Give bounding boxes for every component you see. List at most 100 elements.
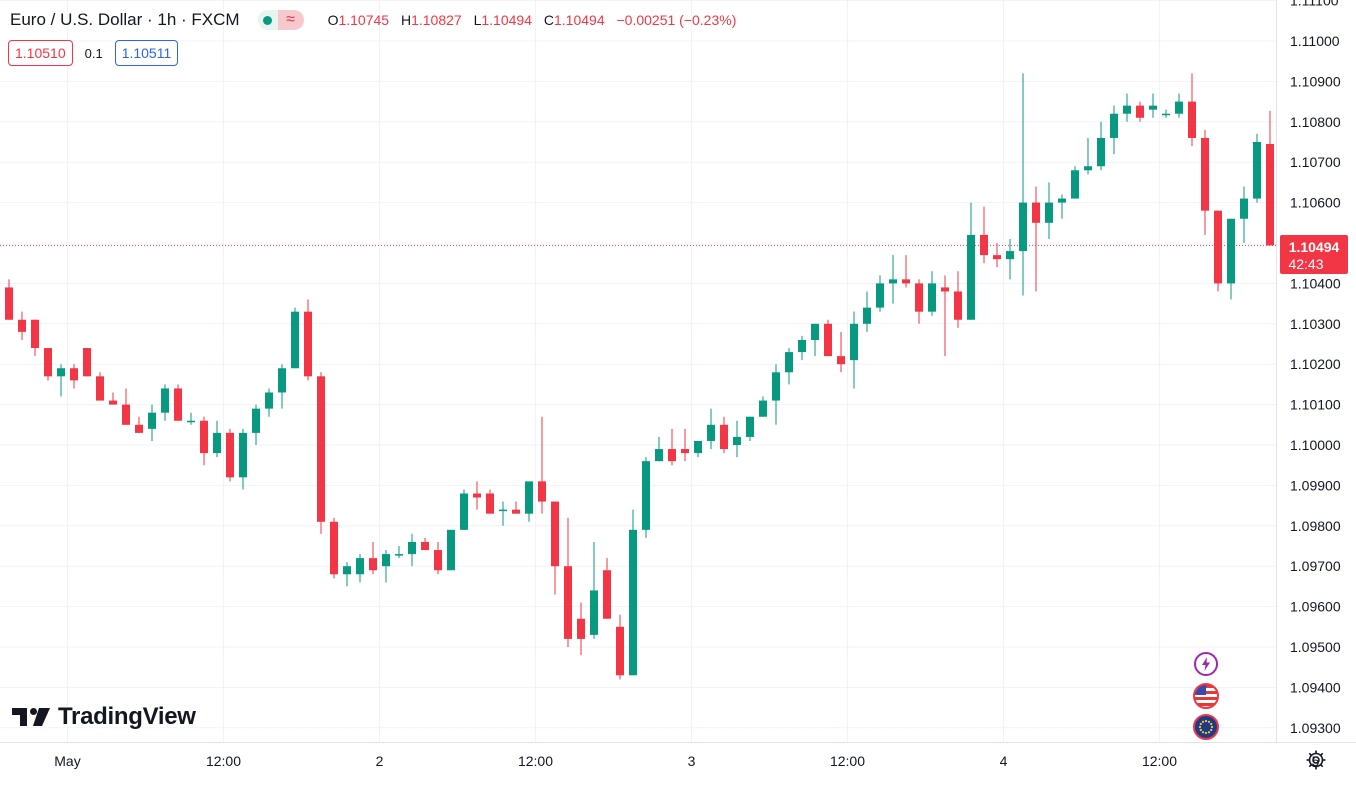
- symbol-title[interactable]: Euro / U.S. Dollar · 1h · FXCM: [10, 10, 240, 29]
- candle[interactable]: [603, 558, 611, 619]
- candle[interactable]: [590, 541, 598, 639]
- candle[interactable]: [759, 396, 767, 417]
- candle[interactable]: [577, 602, 585, 656]
- candle[interactable]: [122, 388, 130, 425]
- candle[interactable]: [1253, 133, 1261, 203]
- candle[interactable]: [772, 364, 780, 425]
- gear-icon[interactable]: [1305, 749, 1327, 771]
- candle[interactable]: [902, 255, 910, 288]
- candle[interactable]: [525, 481, 533, 522]
- candle[interactable]: [863, 291, 871, 332]
- candle[interactable]: [538, 416, 546, 514]
- candle[interactable]: [1240, 186, 1248, 243]
- candle[interactable]: [278, 364, 286, 409]
- candle[interactable]: [564, 517, 572, 647]
- candle[interactable]: [629, 509, 637, 676]
- candle[interactable]: [655, 436, 663, 462]
- candle[interactable]: [161, 384, 169, 421]
- us-flag-icon[interactable]: [1193, 683, 1219, 709]
- candle[interactable]: [226, 428, 234, 482]
- lightning-icon[interactable]: [1194, 652, 1218, 676]
- market-status-pill[interactable]: ≈: [257, 10, 304, 30]
- candle[interactable]: [1266, 110, 1274, 246]
- candle[interactable]: [967, 202, 975, 320]
- candle[interactable]: [304, 299, 312, 381]
- candle[interactable]: [824, 319, 832, 357]
- candle[interactable]: [473, 481, 481, 510]
- candle[interactable]: [369, 541, 377, 575]
- candle[interactable]: [317, 372, 325, 534]
- candle[interactable]: [746, 416, 754, 441]
- candle[interactable]: [811, 323, 819, 357]
- candle[interactable]: [408, 533, 416, 567]
- candle[interactable]: [1097, 121, 1105, 171]
- candle[interactable]: [187, 412, 195, 425]
- candle[interactable]: [1227, 218, 1235, 300]
- candle[interactable]: [1045, 182, 1053, 239]
- buy-button[interactable]: 1.10511: [114, 40, 179, 66]
- candle[interactable]: [733, 420, 741, 458]
- candle[interactable]: [460, 489, 468, 530]
- candle[interactable]: [993, 243, 1001, 268]
- candle[interactable]: [915, 279, 923, 324]
- candles[interactable]: [5, 73, 1274, 680]
- candle[interactable]: [395, 546, 403, 559]
- candle[interactable]: [941, 275, 949, 357]
- candle[interactable]: [1123, 93, 1131, 122]
- candle[interactable]: [447, 529, 455, 571]
- candle[interactable]: [356, 554, 364, 583]
- candle[interactable]: [265, 388, 273, 417]
- candle[interactable]: [720, 416, 728, 454]
- candle[interactable]: [252, 404, 260, 445]
- candle[interactable]: [239, 428, 247, 490]
- eu-flag-icon[interactable]: [1193, 714, 1219, 740]
- candle[interactable]: [1019, 73, 1027, 296]
- candle[interactable]: [1110, 105, 1118, 155]
- candle[interactable]: [928, 271, 936, 316]
- price-axis[interactable]: 1.09300 1.09400 1.09500 1.09600 1.09700 1.098…: [1276, 0, 1356, 787]
- candle[interactable]: [1136, 101, 1144, 122]
- candle[interactable]: [1084, 137, 1092, 175]
- candle[interactable]: [83, 348, 91, 377]
- candle[interactable]: [1201, 129, 1209, 235]
- candle[interactable]: [382, 550, 390, 583]
- candle[interactable]: [1071, 166, 1079, 199]
- candle[interactable]: [31, 319, 39, 357]
- candle[interactable]: [96, 372, 104, 401]
- candle[interactable]: [148, 404, 156, 441]
- candle[interactable]: [707, 408, 715, 450]
- candle[interactable]: [1032, 186, 1040, 292]
- candle[interactable]: [694, 440, 702, 458]
- candle[interactable]: [876, 275, 884, 312]
- candle[interactable]: [954, 271, 962, 328]
- candle[interactable]: [44, 348, 52, 381]
- candle[interactable]: [1149, 93, 1157, 118]
- candle[interactable]: [57, 364, 65, 397]
- candle[interactable]: [135, 416, 143, 433]
- candle[interactable]: [1188, 73, 1196, 147]
- candle[interactable]: [1006, 238, 1014, 280]
- candle[interactable]: [837, 331, 845, 373]
- candle[interactable]: [174, 384, 182, 421]
- candle[interactable]: [668, 428, 676, 466]
- time-axis[interactable]: May 12:00 2 12:00 3 12:00 4 12:00 5: [0, 742, 1356, 770]
- candle[interactable]: [551, 501, 559, 595]
- candle[interactable]: [1175, 93, 1183, 118]
- candle[interactable]: [434, 541, 442, 575]
- candle[interactable]: [5, 279, 13, 320]
- candle[interactable]: [850, 311, 858, 389]
- candle[interactable]: [512, 501, 520, 514]
- candle[interactable]: [109, 392, 117, 405]
- sell-button[interactable]: 1.10510: [8, 40, 73, 66]
- candle[interactable]: [486, 489, 494, 514]
- candle[interactable]: [785, 348, 793, 385]
- candle[interactable]: [70, 364, 78, 389]
- candle[interactable]: [798, 335, 806, 361]
- candle[interactable]: [616, 614, 624, 680]
- candle[interactable]: [200, 416, 208, 466]
- candle[interactable]: [330, 517, 338, 579]
- candle[interactable]: [1214, 210, 1222, 292]
- candle[interactable]: [18, 311, 26, 340]
